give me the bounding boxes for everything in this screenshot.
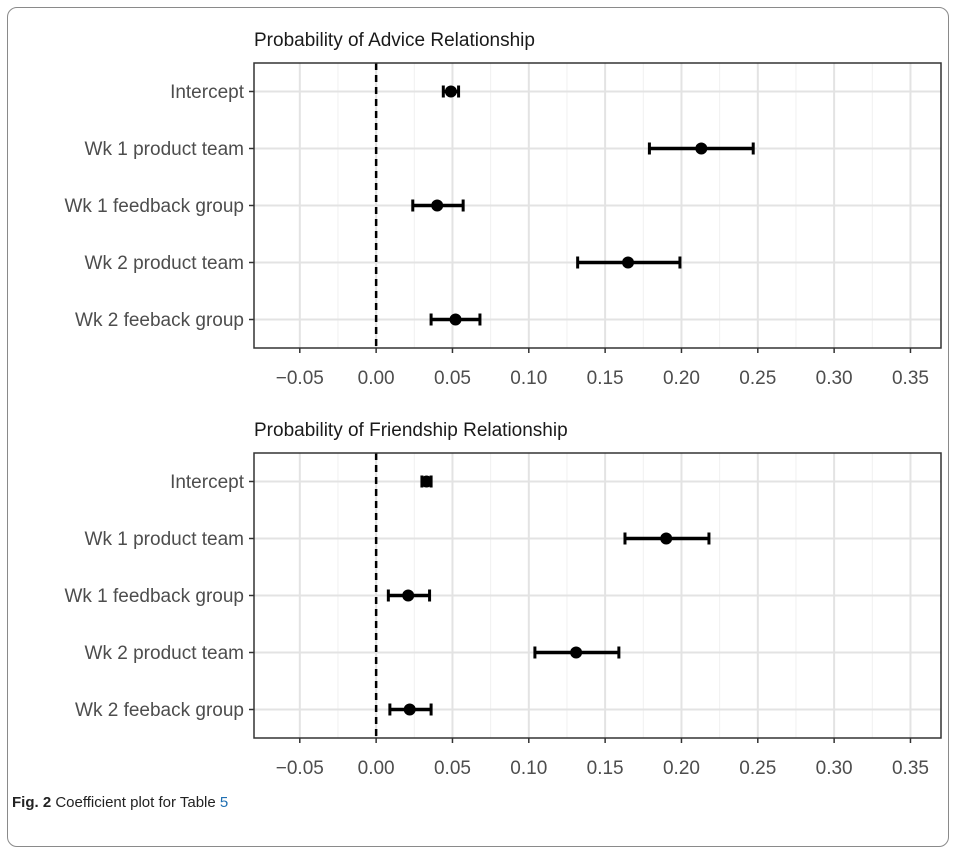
y-tick-label: Wk 2 feeback group (75, 310, 244, 331)
estimate-point (570, 646, 583, 659)
y-tick-label: Wk 1 feedback group (64, 586, 244, 607)
x-tick-label: 0.10 (510, 368, 547, 389)
caption-text: Coefficient plot for Table (55, 794, 216, 811)
x-tick-label: 0.20 (663, 368, 700, 389)
estimate-point (431, 199, 444, 212)
y-tick-label: Intercept (170, 82, 245, 103)
estimate-point (695, 142, 708, 155)
panel-1: Probability of Advice Relationship Interc… (64, 30, 942, 389)
y-tick-label: Wk 1 product team (85, 139, 244, 160)
figure-caption: Fig. 2 Coefficient plot for Table 5 (12, 794, 228, 811)
x-tick-label: −0.05 (276, 368, 324, 389)
estimate-point (449, 313, 462, 326)
estimate-point (444, 85, 457, 98)
x-tick-label: 0.35 (892, 368, 929, 389)
y-tick-label: Wk 2 product team (85, 643, 244, 664)
figure-number: Fig. 2 (12, 794, 52, 811)
x-tick-label: 0.35 (892, 758, 929, 779)
x-tick-label: 0.30 (816, 758, 853, 779)
y-tick-label: Intercept (170, 472, 245, 493)
y-tick-label: Wk 1 product team (85, 529, 244, 550)
table-reference-link[interactable]: 5 (219, 794, 229, 811)
panel-title: Probability of Friendship Relationship (254, 420, 568, 441)
estimate-point (402, 589, 415, 602)
y-tick-label: Wk 1 feedback group (64, 196, 244, 217)
x-tick-label: 0.05 (434, 758, 471, 779)
estimate-point (403, 703, 416, 716)
panel-title: Probability of Advice Relationship (254, 30, 535, 51)
x-tick-label: 0.00 (358, 368, 395, 389)
y-tick-label: Wk 2 product team (85, 253, 244, 274)
x-tick-label: 0.10 (510, 758, 547, 779)
coefficient-plot-figure: Probability of Advice Relationship Interc… (64, 30, 942, 779)
x-tick-label: 0.15 (587, 368, 624, 389)
estimate-point (660, 532, 673, 545)
x-tick-label: 0.30 (816, 368, 853, 389)
x-tick-label: 0.00 (358, 758, 395, 779)
x-tick-label: 0.05 (434, 368, 471, 389)
x-tick-label: 0.20 (663, 758, 700, 779)
panel-2: Probability of Friendship Relationship In… (64, 420, 942, 779)
estimate-point (622, 256, 635, 269)
estimate-point (420, 475, 433, 488)
y-tick-label: Wk 2 feeback group (75, 700, 244, 721)
x-tick-label: 0.15 (587, 758, 624, 779)
x-tick-label: 0.25 (739, 368, 776, 389)
x-tick-label: 0.25 (739, 758, 776, 779)
x-tick-label: −0.05 (276, 758, 324, 779)
